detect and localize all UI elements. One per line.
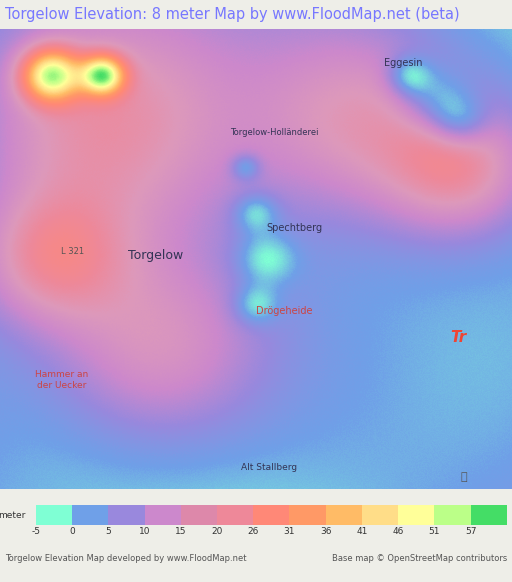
Text: Base map © OpenStreetMap contributors: Base map © OpenStreetMap contributors	[332, 554, 507, 563]
Text: 10: 10	[139, 527, 151, 536]
Text: 0: 0	[69, 527, 75, 536]
Bar	[326, 505, 362, 525]
Text: -5: -5	[31, 527, 40, 536]
Bar	[253, 505, 289, 525]
Text: Torgelow-Holländerei: Torgelow-Holländerei	[230, 128, 319, 137]
Bar	[398, 505, 434, 525]
Text: L 321: L 321	[61, 247, 84, 257]
Text: Drögeheide: Drögeheide	[256, 306, 312, 316]
Text: Spechtberg: Spechtberg	[266, 223, 323, 233]
Text: 46: 46	[393, 527, 404, 536]
Bar	[181, 505, 217, 525]
Bar	[109, 505, 144, 525]
Text: Torgelow: Torgelow	[128, 249, 183, 262]
Bar	[144, 505, 181, 525]
Text: Eggesin: Eggesin	[384, 58, 422, 68]
Text: 20: 20	[211, 527, 223, 536]
Text: Alt Stallberg: Alt Stallberg	[241, 463, 297, 473]
Bar	[434, 505, 471, 525]
Text: 31: 31	[284, 527, 295, 536]
Text: 41: 41	[356, 527, 368, 536]
Bar	[217, 505, 253, 525]
Text: 5: 5	[105, 527, 111, 536]
Text: Tr: Tr	[451, 330, 467, 345]
Bar	[289, 505, 326, 525]
Text: 15: 15	[175, 527, 186, 536]
Bar	[72, 505, 109, 525]
Bar	[362, 505, 398, 525]
Text: 57: 57	[465, 527, 476, 536]
Bar	[36, 505, 72, 525]
Text: Torgelow Elevation Map developed by www.FloodMap.net: Torgelow Elevation Map developed by www.…	[5, 554, 247, 563]
Text: 26: 26	[248, 527, 259, 536]
Text: 51: 51	[429, 527, 440, 536]
Bar	[471, 505, 507, 525]
Text: 🔍: 🔍	[461, 471, 467, 482]
Text: Hammer an
der Uecker: Hammer an der Uecker	[35, 370, 88, 390]
Text: Torgelow Elevation: 8 meter Map by www.FloodMap.net (beta): Torgelow Elevation: 8 meter Map by www.F…	[5, 7, 460, 22]
Text: meter: meter	[0, 510, 26, 520]
Text: 36: 36	[320, 527, 331, 536]
